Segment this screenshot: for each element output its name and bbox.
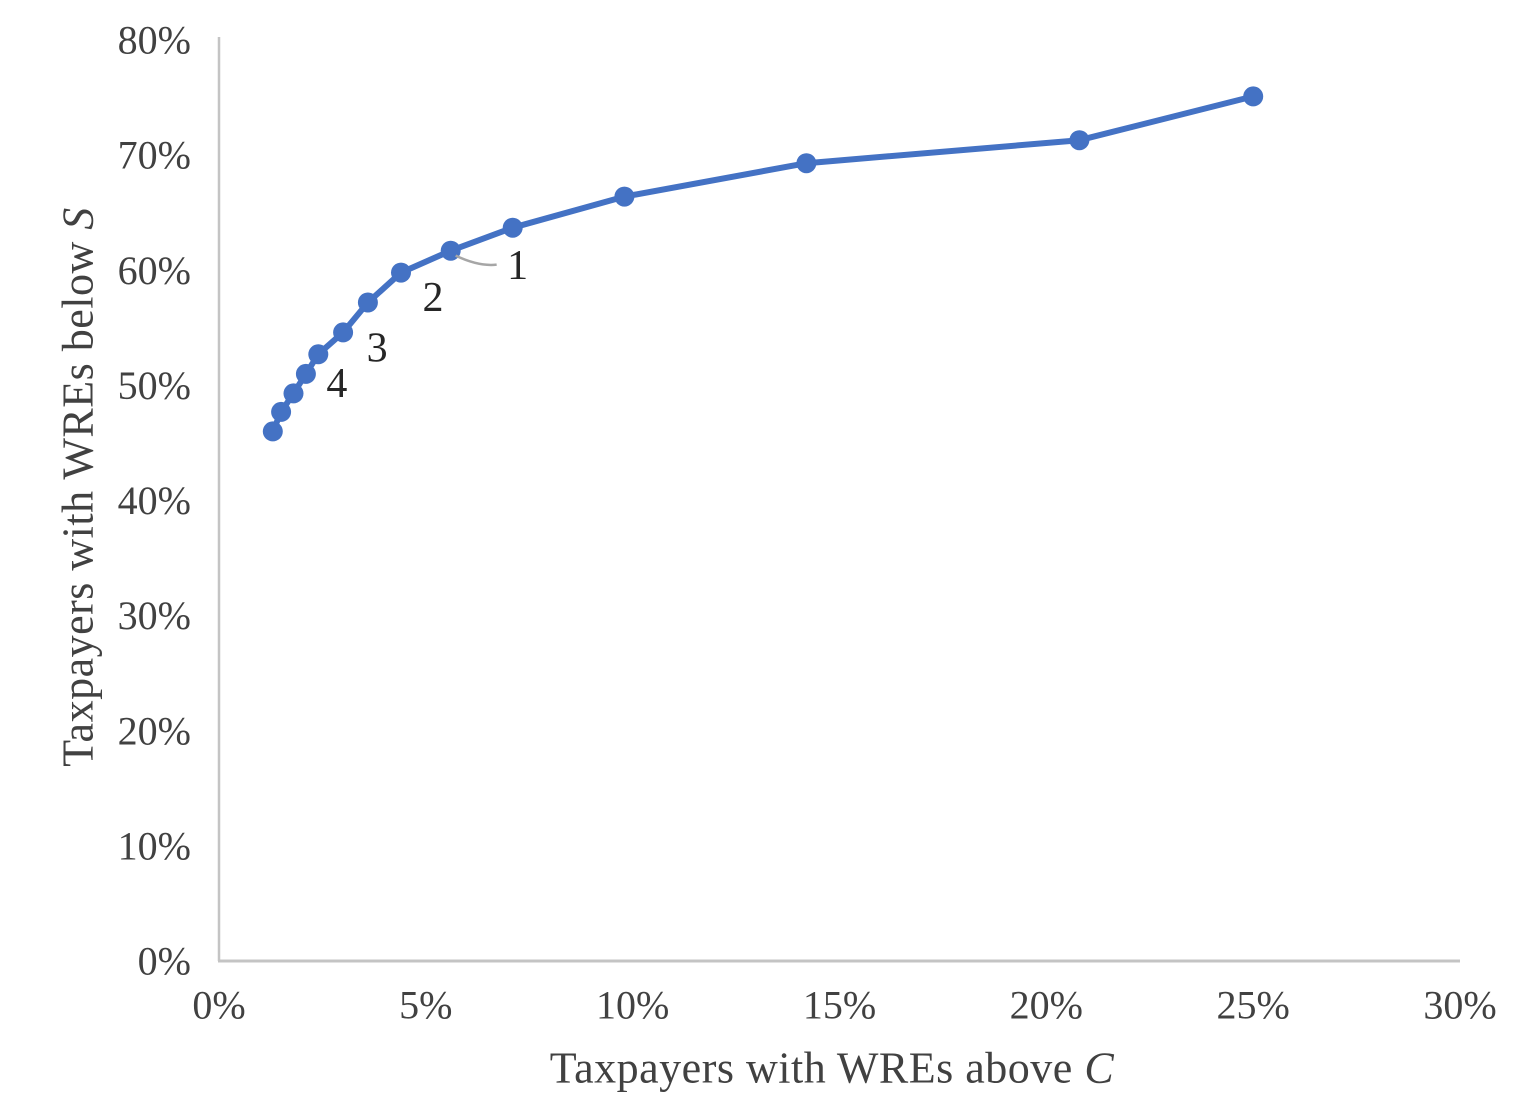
x-tick-label: 25%	[1217, 983, 1290, 1028]
y-axis-title-text: Taxpayers with WREs below	[53, 241, 103, 767]
data-point-marker	[796, 153, 817, 174]
x-tick-label: 15%	[803, 983, 876, 1028]
data-point-marker	[271, 401, 292, 422]
y-tick-label: 80%	[118, 18, 191, 63]
y-axis-title: Taxpayers with WREs below S	[53, 207, 104, 767]
point-label: 4	[326, 361, 347, 407]
x-tick-label: 10%	[596, 983, 669, 1028]
series-line	[269, 93, 1257, 435]
x-tick-label: 30%	[1423, 983, 1496, 1028]
x-tick-label: 5%	[399, 983, 452, 1028]
data-point-marker	[333, 322, 354, 343]
data-point-marker	[502, 217, 523, 238]
y-tick-label: 0%	[138, 939, 191, 984]
x-axis-title-text: Taxpayers with WREs above	[549, 1043, 1073, 1093]
y-tick-label: 70%	[118, 133, 191, 178]
data-point-marker	[283, 383, 304, 404]
y-axis-title-variable: S	[53, 207, 103, 230]
y-tick-label: 50%	[118, 363, 191, 408]
x-axis-title: Taxpayers with WREs above C	[550, 1043, 1114, 1094]
point-label: 3	[367, 326, 388, 372]
data-point-marker	[1243, 86, 1264, 107]
y-tick-label: 30%	[118, 593, 191, 638]
y-tick-label: 20%	[118, 708, 191, 753]
y-tick-label: 10%	[118, 823, 191, 868]
x-tick-label: 0%	[192, 983, 245, 1028]
x-tick-label: 20%	[1010, 983, 1083, 1028]
data-point-marker	[308, 344, 329, 365]
y-tick-label: 40%	[118, 478, 191, 523]
data-point-marker	[391, 262, 411, 283]
data-point-marker	[1069, 130, 1090, 151]
label-leader-line	[455, 254, 497, 267]
data-point-marker	[262, 421, 283, 442]
data-point-marker	[295, 363, 316, 384]
data-point-marker	[614, 186, 635, 207]
point-label: 2	[423, 275, 444, 321]
data-point-marker	[357, 292, 378, 313]
x-axis-title-variable: C	[1084, 1043, 1115, 1093]
y-tick-label: 60%	[118, 248, 191, 293]
point-label: 1	[507, 243, 528, 289]
